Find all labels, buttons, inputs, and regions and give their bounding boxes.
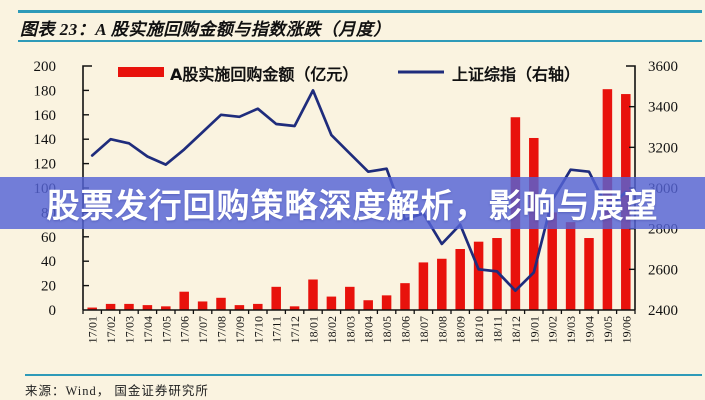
legend-bar-swatch <box>118 67 164 77</box>
x-axis-label: 19/04 <box>583 316 597 343</box>
buyback-bar-18/07 <box>418 262 429 310</box>
header-top-rule <box>18 10 702 13</box>
footer-rule <box>25 374 702 376</box>
x-axis-label: 17/06 <box>178 316 192 343</box>
x-axis-label: 17/04 <box>141 316 155 343</box>
x-axis-label: 19/01 <box>527 316 541 343</box>
right-axis-label: 3600 <box>648 59 678 75</box>
buyback-bar-17/07 <box>197 301 208 310</box>
x-axis-label: 18/05 <box>380 316 394 343</box>
x-axis-label: 18/10 <box>472 316 486 343</box>
x-axis-label: 17/09 <box>233 316 247 343</box>
right-axis-label: 3400 <box>648 100 678 116</box>
buyback-bar-18/06 <box>400 283 410 310</box>
buyback-bar-17/04 <box>142 305 153 310</box>
x-axis-label: 17/08 <box>215 316 229 343</box>
index-line <box>90 89 628 293</box>
left-axis-label: 0 <box>49 303 57 319</box>
buyback-bar-17/10 <box>253 303 263 310</box>
header-bottom-rule <box>18 40 702 42</box>
x-axis-label: 17/02 <box>104 316 118 343</box>
buyback-bar-18/01 <box>308 279 318 310</box>
legend-bar-label: A股实施回购金额（亿元） <box>170 65 358 84</box>
x-axis-label: 17/05 <box>159 316 173 343</box>
left-axis-label: 140 <box>34 132 57 148</box>
buyback-bar-19/03 <box>565 222 576 310</box>
right-axis-label: 2400 <box>648 303 678 319</box>
buyback-bar-18/09 <box>455 249 465 310</box>
chart-title: 图表 23：A 股实施回购金额与指数涨跌（月度） <box>20 20 391 39</box>
left-axis-label: 60 <box>41 230 56 246</box>
x-axis-label: 17/12 <box>288 316 302 343</box>
buyback-bar-19/02 <box>547 212 557 310</box>
x-axis-label: 17/07 <box>196 316 210 343</box>
x-axis-label: 18/06 <box>399 316 413 343</box>
buyback-bar-17/08 <box>216 297 226 310</box>
watermark-banner: 股票发行回购策略深度解析，影响与展望 <box>0 177 705 229</box>
x-axis-label: 18/01 <box>307 316 321 343</box>
x-axis-label: 18/12 <box>509 316 523 343</box>
x-axis-label: 19/03 <box>564 316 578 343</box>
x-axis-label: 17/01 <box>86 316 100 343</box>
x-axis-label: 18/09 <box>454 316 468 343</box>
left-axis-label: 200 <box>34 59 57 75</box>
x-axis-label: 19/05 <box>601 316 615 343</box>
right-axis-label: 3200 <box>648 140 678 156</box>
buyback-bar-18/11 <box>492 238 502 310</box>
x-axis-label: 18/02 <box>325 316 339 343</box>
left-axis-label: 20 <box>41 279 56 295</box>
x-axis-label: 17/03 <box>123 316 137 343</box>
source-note: 来源：Wind， 国金证券研究所 <box>25 384 209 398</box>
x-axis-label: 18/04 <box>362 316 376 343</box>
left-axis-label: 120 <box>34 157 57 173</box>
buyback-bar-17/03 <box>124 303 134 310</box>
buyback-bar-17/11 <box>271 286 281 310</box>
buyback-bar-18/04 <box>363 300 373 310</box>
buyback-bar-19/04 <box>584 238 594 310</box>
buyback-bar-18/08 <box>437 258 447 310</box>
watermark-banner-text: 股票发行回购策略深度解析，影响与展望 <box>46 186 659 225</box>
buyback-bar-17/05 <box>161 306 171 310</box>
x-axis-label: 19/06 <box>619 316 633 343</box>
legend-line-label: 上证综指（右轴） <box>452 65 580 84</box>
x-axis-label: 18/07 <box>417 316 431 343</box>
buyback-bar-18/02 <box>326 296 337 310</box>
x-axis-label: 19/02 <box>546 316 560 343</box>
right-axis-label: 2600 <box>648 262 678 278</box>
x-axis-label: 18/03 <box>343 316 357 343</box>
x-axis-label: 17/10 <box>251 316 265 343</box>
buyback-bar-17/02 <box>105 303 116 310</box>
left-axis-label: 160 <box>34 108 57 124</box>
buyback-bar-18/10 <box>473 241 484 310</box>
x-axis-label: 18/11 <box>491 316 505 343</box>
buyback-bar-17/12 <box>289 306 300 310</box>
left-axis-label: 180 <box>34 83 57 99</box>
buyback-bar-17/01 <box>87 307 97 310</box>
buyback-bar-18/03 <box>345 286 355 310</box>
buyback-bar-17/06 <box>179 291 189 310</box>
buyback-bar-17/09 <box>234 305 245 310</box>
x-axis-label: 18/08 <box>435 316 449 343</box>
left-axis-label: 40 <box>41 254 56 270</box>
buyback-bar-18/05 <box>381 295 392 310</box>
x-axis-label: 17/11 <box>270 316 284 343</box>
